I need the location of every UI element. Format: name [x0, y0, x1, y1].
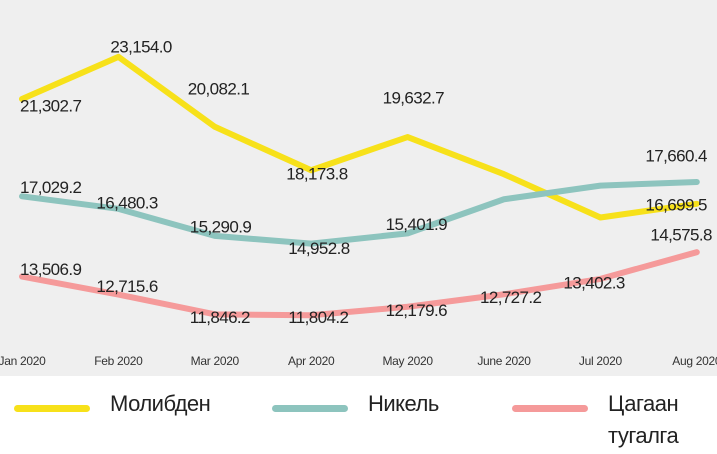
legend-item: Цагаан тугалга	[512, 388, 698, 452]
chart: Jan 2020 Feb 2020 Mar 2020 Apr 2020 May 2020…	[0, 0, 717, 376]
data-label: 14,952.8	[288, 239, 350, 258]
data-label: 11,804.2	[288, 308, 348, 327]
x-tick-label: Jan 2020	[0, 354, 46, 368]
data-label: 18,173.8	[286, 165, 348, 184]
x-tick-label: Aug 2020	[672, 354, 717, 368]
data-label: 17,660.4	[645, 146, 707, 165]
data-label: 16,480.3	[96, 193, 158, 212]
data-label: 11,846.2	[190, 308, 250, 327]
data-label: 13,506.9	[20, 260, 82, 279]
data-label: 15,290.9	[190, 217, 252, 236]
data-label: 19,632.7	[383, 89, 445, 108]
x-tick-label: Apr 2020	[288, 354, 335, 368]
data-label: 12,179.6	[386, 301, 448, 320]
data-label: 12,715.6	[96, 277, 158, 296]
x-tick-label: Jul 2020	[579, 354, 623, 368]
legend-label: Молибден	[110, 391, 211, 416]
data-label: 20,082.1	[188, 79, 250, 98]
series-line	[19, 53, 700, 221]
data-label: 13,402.3	[563, 273, 625, 292]
legend-swatch	[512, 405, 588, 412]
legend-swatch	[14, 405, 90, 412]
data-label: 15,401.9	[386, 215, 448, 234]
legend: Молибден Никель Цагаан тугалга	[0, 388, 717, 454]
data-label: 21,302.7	[20, 96, 82, 115]
legend-label: Цагаан тугалга	[608, 391, 679, 448]
x-tick-label: June 2020	[477, 354, 531, 368]
series-line	[19, 178, 700, 247]
legend-item: Никель	[272, 388, 439, 420]
data-label: 16,699.5	[645, 195, 707, 214]
x-tick-label: May 2020	[382, 354, 433, 368]
series-line	[19, 249, 700, 319]
x-tick-label: Feb 2020	[94, 354, 143, 368]
legend-label: Никель	[368, 391, 439, 416]
x-tick-label: Mar 2020	[191, 354, 240, 368]
legend-item: Молибден	[14, 388, 211, 420]
data-label: 17,029.2	[20, 178, 82, 197]
data-label: 12,727.2	[480, 288, 542, 307]
data-label: 23,154.0	[110, 37, 172, 56]
data-label: 14,575.8	[650, 226, 712, 245]
legend-swatch	[272, 405, 348, 412]
